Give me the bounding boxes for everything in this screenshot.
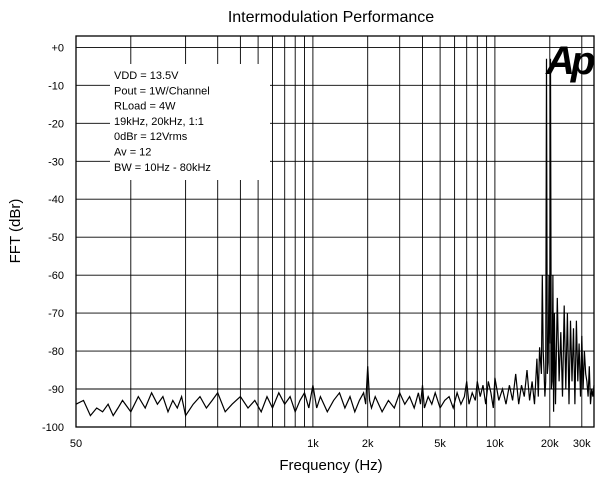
chart-title: Intermodulation Performance [228,9,434,26]
y-tick-label: -80 [48,346,64,358]
x-tick-label: 2k [362,438,374,450]
annotation-line: RLoad = 4W [114,101,176,113]
y-tick-label: +0 [51,42,64,54]
y-tick-label: -70 [48,308,64,320]
x-tick-label: 30k [573,438,591,450]
x-tick-label: 1k [307,438,319,450]
annotation-line: Av = 12 [114,147,151,159]
x-tick-label: 50 [70,438,82,450]
annotation-line: 19kHz, 20kHz, 1:1 [114,116,204,128]
y-tick-label: -60 [48,270,64,282]
x-tick-label: 10k [486,438,504,450]
annotation-line: VDD = 13.5V [114,70,179,82]
x-tick-label: 20k [541,438,559,450]
y-tick-label: -30 [48,156,64,168]
ap-logo: Ap [545,39,595,83]
annotation-text: VDD = 13.5V Pout = 1W/Channel RLoad = 4W 19… [114,70,211,174]
y-tick-labels: +0 -10 -20 -30 -40 -50 -60 -70 -80 -90 -100 [42,42,64,434]
x-tick-labels: 50 1k 2k 5k 10k 20k 30k [70,438,591,450]
annotation-line: Pout = 1W/Channel [114,85,210,97]
y-tick-label: -10 [48,80,64,92]
plot-frame [75,35,595,428]
grid [76,36,594,428]
fft-series-line [75,58,595,418]
annotation-box [110,64,270,180]
x-tick-label: 5k [434,438,446,450]
y-tick-label: -50 [48,232,64,244]
y-tick-label: -40 [48,194,64,206]
y-axis-label: FFT (dBr) [7,199,24,264]
annotation-line: BW = 10Hz - 80kHz [114,162,211,174]
annotation-line: 0dBr = 12Vrms [114,131,188,143]
y-tick-label: -20 [48,118,64,130]
x-axis-label: Frequency (Hz) [279,457,382,474]
y-tick-label: -100 [42,422,64,434]
y-tick-label: -90 [48,384,64,396]
